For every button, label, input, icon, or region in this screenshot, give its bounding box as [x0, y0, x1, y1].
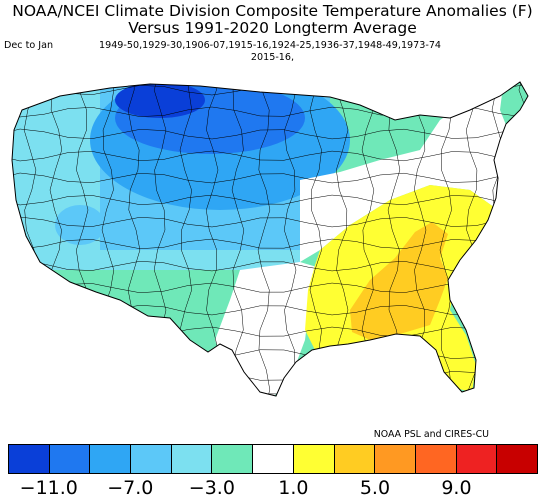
division-line — [12, 194, 525, 206]
division-line — [12, 216, 525, 228]
color-scale-tick-label: 9.0 — [441, 477, 472, 499]
division-line — [231, 82, 245, 396]
us-climate-division-map — [11, 81, 529, 397]
color-swatch — [375, 444, 416, 474]
color-swatch — [212, 444, 254, 474]
color-swatch — [49, 444, 91, 474]
anomaly-region — [300, 82, 528, 262]
color-swatch — [334, 444, 376, 474]
color-swatch — [253, 444, 294, 474]
division-line — [12, 282, 525, 294]
color-swatch — [456, 444, 498, 474]
division-line — [12, 128, 525, 140]
color-swatch — [171, 444, 213, 474]
color-swatch — [293, 444, 335, 474]
color-scale-tick-label: −11.0 — [19, 477, 78, 499]
composite-years-line2: 2015-16, — [250, 52, 295, 63]
division-line — [12, 172, 525, 184]
map-subtitle: Versus 1991-2020 Longterm Average — [128, 19, 417, 37]
division-line — [439, 82, 452, 396]
period-label: Dec to Jan — [4, 40, 54, 51]
anomaly-region — [55, 205, 105, 245]
composite-years-line1: 1949-50,1929-30,1906-07,1915-16,1924-25,… — [99, 40, 442, 51]
division-line — [283, 82, 297, 396]
division-line — [12, 238, 525, 250]
us-outline — [11, 81, 529, 397]
color-scale-tick-label: −3.0 — [188, 477, 235, 499]
division-line — [257, 82, 271, 396]
color-scale-bar — [8, 444, 538, 474]
color-swatch — [90, 444, 132, 474]
division-line — [517, 82, 528, 396]
anomaly-fill-layer — [12, 82, 528, 396]
color-swatch — [131, 444, 172, 474]
color-swatch — [497, 444, 538, 474]
division-line — [12, 260, 525, 272]
color-swatch — [415, 444, 457, 474]
data-credit: NOAA PSL and CIRES-CU — [373, 429, 489, 440]
color-scale-tick-label: −7.0 — [107, 477, 154, 499]
division-line — [12, 392, 525, 396]
color-scale-tick-label: 1.0 — [278, 477, 309, 499]
anomaly-region — [350, 222, 448, 340]
division-line — [12, 150, 525, 162]
color-scale-tick-label: 5.0 — [359, 477, 391, 499]
map-title: NOAA/NCEI Climate Division Composite Tem… — [12, 2, 533, 20]
color-swatch — [8, 444, 50, 474]
